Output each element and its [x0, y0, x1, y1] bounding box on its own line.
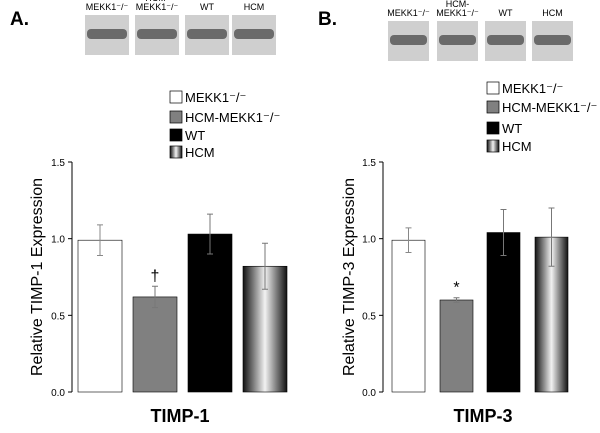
blot-band: [487, 35, 524, 45]
legend-swatch: [486, 100, 500, 114]
blot-label: HCM: [542, 8, 563, 18]
y-tick-label: 0.5: [51, 311, 65, 322]
y-tick-label: 1.0: [51, 235, 65, 246]
blot-label: MEKK1⁻/⁻: [86, 2, 129, 12]
legend-swatch: [486, 139, 500, 153]
bar: [391, 239, 426, 393]
y-tick-label: 0.0: [362, 388, 376, 399]
legend-label: WT: [502, 121, 522, 136]
blot-band: [187, 29, 227, 39]
legend-label: MEKK1⁻/⁻: [502, 81, 563, 96]
y-tick-label: 1.5: [51, 158, 65, 169]
blot-band: [137, 29, 177, 39]
annotation: †: [151, 268, 160, 285]
y-tick-label: 1.5: [362, 158, 376, 169]
error-bar: [548, 207, 555, 267]
error-bar: [152, 285, 158, 309]
annotation: *: [453, 280, 459, 297]
blot-label: HCM-: [145, 0, 169, 3]
legend-label: MEKK1⁻/⁻: [185, 90, 246, 105]
x-axis-label: TIMP-1: [150, 406, 209, 426]
legend-label: HCM: [185, 145, 215, 160]
blot-label: WT: [499, 8, 513, 18]
blot-label: WT: [200, 2, 214, 12]
y-tick-label: 1.0: [362, 235, 376, 246]
bar: [187, 233, 233, 393]
error-bar: [262, 242, 268, 290]
y-axis-label: Relative TIMP-3 Expression: [341, 178, 358, 376]
legend-swatch: [169, 110, 183, 124]
blot-band: [534, 35, 571, 45]
legend-swatch: [486, 121, 500, 135]
error-bar: [453, 297, 460, 303]
panel-label: A.: [10, 9, 29, 30]
bar: [77, 239, 123, 393]
error-bar: [405, 227, 412, 253]
y-tick-label: 0.0: [51, 388, 65, 399]
bar: [486, 232, 521, 393]
bar: [132, 296, 178, 393]
panel-label: B.: [318, 9, 337, 30]
legend-swatch: [169, 90, 183, 104]
error-bar: [500, 209, 507, 257]
blot-band: [439, 35, 476, 45]
blot-label: MEKK1⁻/⁻: [387, 8, 430, 18]
legend-swatch: [486, 81, 500, 95]
legend-label: HCM-MEKK1⁻/⁻: [185, 110, 280, 125]
x-axis-label: TIMP-3: [453, 406, 512, 426]
error-bar: [97, 224, 103, 257]
blot-band: [390, 35, 427, 45]
blot-label: HCM-: [446, 0, 470, 9]
bar: [439, 299, 474, 393]
legend-swatch: [169, 128, 183, 142]
error-bar: [207, 213, 213, 255]
y-tick-label: 0.5: [362, 311, 376, 322]
blot-label: HCM: [244, 2, 265, 12]
blot-band: [87, 29, 127, 39]
blot-label: MEKK1⁻/⁻: [136, 2, 179, 12]
legend-label: WT: [185, 128, 205, 143]
blot-band: [234, 29, 274, 39]
legend-swatch: [169, 145, 183, 159]
blot-label: MEKK1⁻/⁻: [436, 8, 479, 18]
y-axis-label: Relative TIMP-1 Expression: [29, 178, 46, 376]
legend-label: HCM-MEKK1⁻/⁻: [502, 100, 597, 115]
legend-label: HCM: [502, 139, 532, 154]
